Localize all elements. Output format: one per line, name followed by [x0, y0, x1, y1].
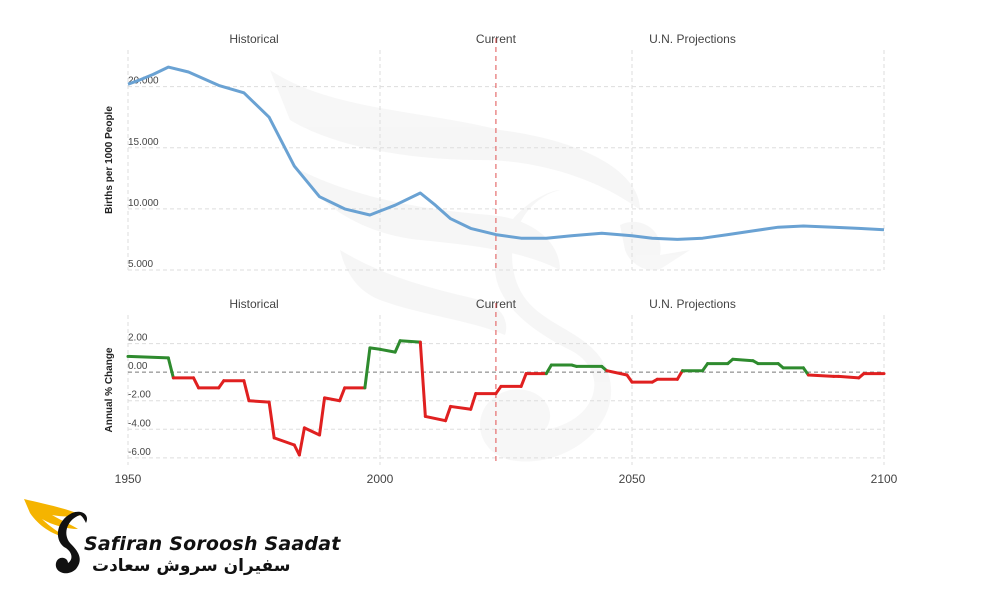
annual-change-segment — [519, 372, 528, 388]
annual-change-segment — [418, 340, 427, 418]
annual-change-segment — [242, 379, 251, 403]
brand-name-persian: سفیران سروش سعادت — [92, 556, 291, 576]
section-label: Historical — [229, 297, 278, 311]
x-tick-label: 1950 — [115, 472, 142, 486]
annual-change-segment — [449, 404, 473, 411]
births-rate-line — [127, 65, 885, 241]
annual-change-segment — [302, 426, 322, 437]
annual-change-segment — [297, 426, 306, 457]
y-tick-label: -4.00 — [128, 418, 151, 429]
y-tick-label: 15.000 — [128, 137, 159, 148]
annual-change-segment — [192, 376, 201, 390]
y-tick-label: -6.00 — [128, 447, 151, 458]
x-tick-label: 2000 — [367, 472, 394, 486]
section-label: U.N. Projections — [649, 32, 736, 46]
annual-change-segment — [731, 357, 755, 363]
annual-change-segment — [272, 436, 296, 447]
annual-change-segment — [544, 363, 553, 376]
annual-change-segment — [338, 386, 347, 403]
annual-change-segment — [423, 414, 448, 423]
annual-change-segment — [378, 347, 397, 354]
annual-change-segment — [126, 354, 170, 360]
annual-change-segment — [806, 373, 836, 378]
y-tick-label: 0.00 — [128, 361, 148, 372]
annual-change-segment — [247, 399, 271, 404]
x-tick-label: 2050 — [619, 472, 646, 486]
annual-change-segment — [469, 392, 478, 411]
annual-change-segment — [166, 356, 175, 380]
section-label: Historical — [229, 32, 278, 46]
brand-logo: Safiran Soroosh Saadat سفیران سروش سعادت — [22, 493, 340, 583]
y-tick-label: -2.00 — [128, 390, 151, 401]
annual-change-segment — [393, 339, 402, 354]
annual-change-segment — [675, 369, 684, 381]
x-tick-label: 2100 — [871, 472, 898, 486]
section-label: U.N. Projections — [649, 297, 736, 311]
annual-change-segment — [363, 346, 372, 390]
y-tick-label: 5.000 — [128, 259, 153, 270]
brand-name-english: Safiran Soroosh Saadat — [84, 533, 341, 555]
annual-change-segment — [444, 404, 453, 423]
annual-change-segment — [605, 369, 629, 377]
annual-change-segment — [398, 339, 422, 344]
y-axis-label: Births per 1000 People — [104, 106, 115, 214]
y-tick-label: 20.000 — [128, 76, 159, 87]
annual-change-segment — [318, 396, 327, 437]
annual-change-segment — [368, 346, 382, 351]
annual-change-segment — [267, 400, 276, 440]
watermark-logo — [270, 70, 690, 462]
annual-change-segment — [323, 396, 342, 403]
y-tick-label: 2.00 — [128, 333, 148, 344]
y-axis-label: Annual % Change — [104, 347, 115, 432]
annual-change-segment — [837, 374, 861, 380]
y-tick-label: 10.000 — [128, 198, 159, 209]
swan-wing-logo-icon — [24, 499, 88, 574]
